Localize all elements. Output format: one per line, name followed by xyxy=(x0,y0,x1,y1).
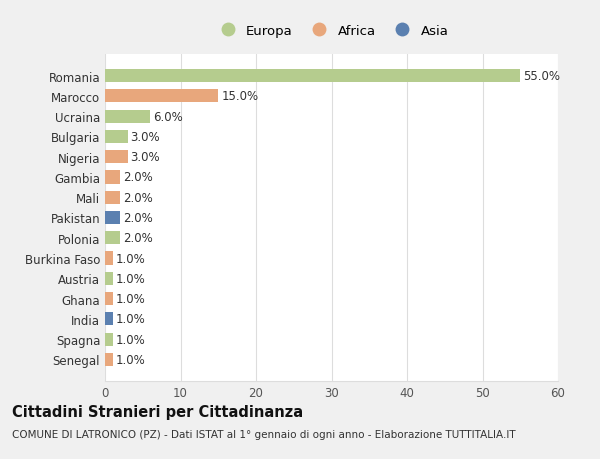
Text: 1.0%: 1.0% xyxy=(116,292,145,305)
Bar xyxy=(105,313,113,326)
Bar xyxy=(105,252,113,265)
Bar xyxy=(105,171,120,184)
Text: 2.0%: 2.0% xyxy=(123,191,153,204)
Text: 2.0%: 2.0% xyxy=(123,171,153,184)
Text: 1.0%: 1.0% xyxy=(116,272,145,285)
Text: 55.0%: 55.0% xyxy=(523,70,560,83)
Bar xyxy=(105,333,113,346)
Text: 1.0%: 1.0% xyxy=(116,353,145,366)
Bar xyxy=(105,292,113,306)
Bar xyxy=(105,70,520,83)
Text: 1.0%: 1.0% xyxy=(116,333,145,346)
Bar xyxy=(105,191,120,204)
Bar xyxy=(105,110,151,123)
Bar xyxy=(105,151,128,164)
Bar xyxy=(105,272,113,285)
Bar xyxy=(105,130,128,144)
Bar xyxy=(105,232,120,245)
Text: 15.0%: 15.0% xyxy=(221,90,259,103)
Text: 2.0%: 2.0% xyxy=(123,232,153,245)
Bar xyxy=(105,353,113,366)
Text: 1.0%: 1.0% xyxy=(116,252,145,265)
Text: 3.0%: 3.0% xyxy=(131,131,160,144)
Text: COMUNE DI LATRONICO (PZ) - Dati ISTAT al 1° gennaio di ogni anno - Elaborazione : COMUNE DI LATRONICO (PZ) - Dati ISTAT al… xyxy=(12,429,515,439)
Text: 6.0%: 6.0% xyxy=(154,111,183,123)
Bar xyxy=(105,90,218,103)
Legend: Europa, Africa, Asia: Europa, Africa, Asia xyxy=(209,19,454,43)
Text: 2.0%: 2.0% xyxy=(123,212,153,224)
Text: 1.0%: 1.0% xyxy=(116,313,145,325)
Bar xyxy=(105,212,120,224)
Text: 3.0%: 3.0% xyxy=(131,151,160,164)
Text: Cittadini Stranieri per Cittadinanza: Cittadini Stranieri per Cittadinanza xyxy=(12,404,303,419)
